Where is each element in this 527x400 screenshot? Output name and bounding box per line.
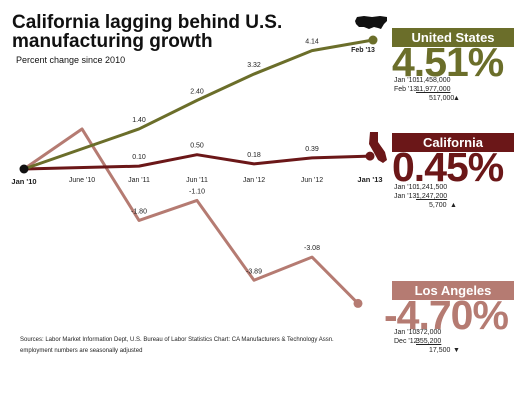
arrow-down-icon: ▼ [453,347,460,354]
us-data-label: 3.32 [247,62,261,69]
x-tick-label: June '10 [69,177,95,184]
ca-row2-label: Jan '13: [394,193,419,200]
x-tick-label: Jan '13 [357,175,382,184]
la-row1-label: Jan '10: [394,329,419,336]
ca-row1-value: 1,241,500 [416,184,448,191]
x-tick-label: Jan '12 [243,177,265,184]
ca-stats: Jan '10: 1,241,500 Jan '13: 1,247,200 5,70… [394,183,504,210]
us-stats: Jan '10: 11,458,000 Feb '13: 11,977,000 51… [394,76,504,103]
ca-data-label: 0.10 [132,154,146,161]
us-change: 517,000 [429,95,455,102]
us-header: United States [392,28,514,47]
arrow-up-icon: ▲ [450,202,457,209]
la-data-label: -1.80 [131,208,147,215]
origin-point [19,164,29,174]
adjustment-note: employment numbers are seasonally adjust… [20,348,143,354]
us-row2-label: Feb '13: [394,86,420,93]
ca-data-label: 0.18 [247,152,261,159]
source-note: Sources: Labor Market Information Dept, … [20,337,334,343]
ca-data-label: 0.50 [190,143,204,150]
us-row2-value: 11,977,000 [416,86,451,93]
us-map-icon [355,16,387,29]
la-row2-value: 355,200 [416,338,442,345]
ca-header: California [392,133,514,152]
us-row1-value: 11,458,000 [416,77,451,84]
x-tick-label: Jun '11 [186,177,208,184]
page-title: California lagging behind U.S. manufactu… [12,12,283,52]
x-tick-label: Jan '10 [11,177,36,186]
ca-series-line [23,153,371,171]
us-series-line [23,38,374,171]
la-point [353,298,363,308]
ca-point [365,151,375,161]
la-data-label: -3.89 [246,268,262,275]
us-data-label: Feb '13 [351,47,375,54]
x-tick-label: Jun '12 [301,177,323,184]
la-change: 17,500 [429,347,451,354]
us-data-label: 4.14 [305,39,319,46]
us-point [368,35,378,45]
ca-row1-label: Jan '10: [394,184,419,191]
ca-change: 5,700 [429,202,447,209]
la-data-label: -3.08 [304,245,320,252]
us-row1-label: Jan '10: [394,77,419,84]
us-percent: 4.51% [392,39,504,85]
x-tick-label: Jan '11 [128,177,150,184]
la-percent: -4.70% [384,292,509,338]
la-stats: Jan '10: 372,000 Dec '12: 355,200 17,500 ▼ [394,328,504,355]
page-subtitle: Percent change since 2010 [16,55,126,65]
arrow-up-icon: ▲ [453,95,460,102]
la-row2-label: Dec '12: [394,338,420,345]
ca-data-label: 0.39 [305,146,319,153]
us-data-label: 2.40 [190,88,204,95]
ca-row2-value: 1,247,200 [416,193,448,200]
la-data-label: -1.10 [189,188,205,195]
california-map-icon [369,132,387,163]
la-header: Los Angeles [392,281,514,300]
la-row1-value: 372,000 [416,329,442,336]
ca-percent: 0.45% [392,144,504,190]
us-data-label: 1.40 [132,117,146,124]
